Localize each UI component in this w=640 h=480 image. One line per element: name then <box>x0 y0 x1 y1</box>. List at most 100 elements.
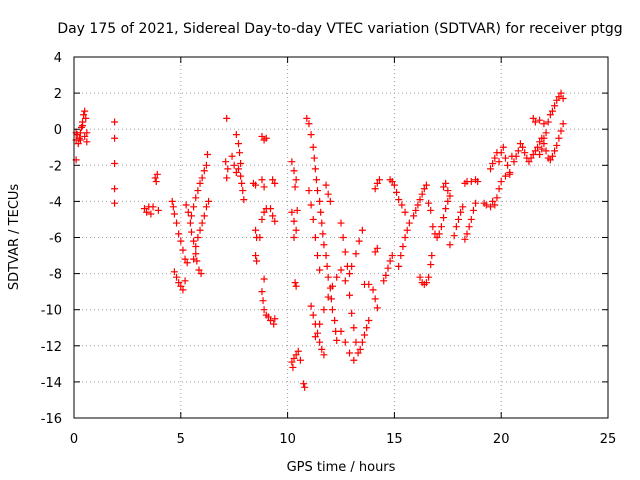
data-point-marker <box>175 230 183 238</box>
data-point-marker <box>454 215 462 223</box>
data-points <box>72 89 567 391</box>
data-point-marker <box>260 183 268 191</box>
data-point-marker <box>200 212 208 220</box>
data-point-marker <box>429 223 437 231</box>
data-point-marker <box>311 165 319 173</box>
grid <box>74 57 608 418</box>
data-point-marker <box>290 234 298 241</box>
data-point-marker <box>422 181 430 189</box>
data-point-marker <box>542 147 550 155</box>
data-point-marker <box>489 159 497 167</box>
data-point-marker <box>510 158 518 166</box>
data-point-marker <box>427 206 435 214</box>
y-tick-label: -4 <box>49 195 62 210</box>
data-point-marker <box>318 345 326 353</box>
data-point-marker <box>331 317 339 325</box>
data-point-marker <box>267 317 275 325</box>
data-point-marker <box>559 95 567 103</box>
data-point-marker <box>260 306 268 314</box>
data-point-marker <box>326 197 334 205</box>
data-point-marker <box>529 150 537 158</box>
data-point-marker <box>204 150 211 158</box>
data-point-marker <box>440 183 448 191</box>
data-point-marker <box>416 273 424 281</box>
data-point-marker <box>553 96 561 104</box>
data-point-marker <box>487 203 495 211</box>
data-point-marker <box>264 313 272 321</box>
data-point-marker <box>348 309 356 317</box>
data-point-marker <box>184 208 192 216</box>
data-point-marker <box>420 185 428 193</box>
data-point-marker <box>288 208 296 216</box>
data-point-marker <box>536 116 544 124</box>
data-point-marker <box>534 143 542 151</box>
data-point-marker <box>495 158 503 166</box>
data-point-marker <box>375 176 383 184</box>
data-point-marker <box>337 219 345 227</box>
data-point-marker <box>79 122 87 130</box>
data-point-marker <box>388 178 396 186</box>
data-point-marker <box>177 282 185 290</box>
data-point-marker <box>111 134 119 142</box>
y-tick-label: 4 <box>54 51 62 66</box>
data-point-marker <box>187 228 195 236</box>
data-point-marker <box>111 199 119 207</box>
data-point-marker <box>223 114 231 122</box>
data-point-marker <box>324 293 332 301</box>
data-point-marker <box>322 181 330 189</box>
data-point-marker <box>289 363 297 371</box>
data-point-marker <box>350 356 358 364</box>
data-point-marker <box>270 320 278 328</box>
data-point-marker <box>356 345 364 353</box>
data-point-marker <box>548 107 556 115</box>
data-point-marker <box>504 161 512 169</box>
data-point-marker <box>472 199 480 207</box>
data-point-marker <box>269 176 277 184</box>
data-point-marker <box>557 89 565 97</box>
data-point-marker <box>546 156 554 164</box>
data-point-marker <box>373 179 381 187</box>
data-point-marker <box>224 165 232 173</box>
data-point-marker <box>350 324 358 332</box>
data-point-marker <box>540 134 548 142</box>
data-point-marker <box>365 317 373 325</box>
data-point-marker <box>314 252 322 260</box>
data-point-marker <box>337 266 345 274</box>
data-point-marker <box>339 234 347 241</box>
data-point-marker <box>428 252 436 260</box>
data-point-marker <box>239 187 247 195</box>
data-point-marker <box>416 196 424 204</box>
data-point-marker <box>81 107 89 115</box>
data-point-marker <box>194 234 202 241</box>
data-point-marker <box>501 154 509 162</box>
data-point-marker <box>305 120 313 128</box>
data-point-marker <box>316 266 324 274</box>
data-point-marker <box>192 243 200 251</box>
data-point-marker <box>252 181 260 189</box>
x-tick-label: 15 <box>386 432 403 447</box>
data-point-marker <box>540 120 548 128</box>
x-tick-label: 10 <box>279 432 296 447</box>
data-point-marker <box>382 271 390 279</box>
data-point-marker <box>267 205 275 213</box>
data-point-marker <box>153 170 161 178</box>
data-point-marker <box>446 241 454 249</box>
data-point-marker <box>259 297 267 305</box>
data-point-marker <box>198 219 206 227</box>
data-point-marker <box>296 356 304 364</box>
data-point-marker <box>489 197 497 205</box>
data-point-marker <box>425 199 433 207</box>
data-point-marker <box>240 196 248 204</box>
data-point-marker <box>360 331 368 339</box>
axis-ticks <box>73 56 609 419</box>
data-point-marker <box>386 257 394 265</box>
data-point-marker <box>371 185 379 193</box>
data-point-marker <box>531 118 539 126</box>
data-point-marker <box>237 159 245 167</box>
data-point-marker <box>390 181 398 189</box>
data-point-marker <box>327 295 335 303</box>
data-point-marker <box>333 273 341 281</box>
data-point-marker <box>395 196 403 204</box>
data-point-marker <box>442 179 450 187</box>
y-tick-label: -16 <box>41 412 62 427</box>
